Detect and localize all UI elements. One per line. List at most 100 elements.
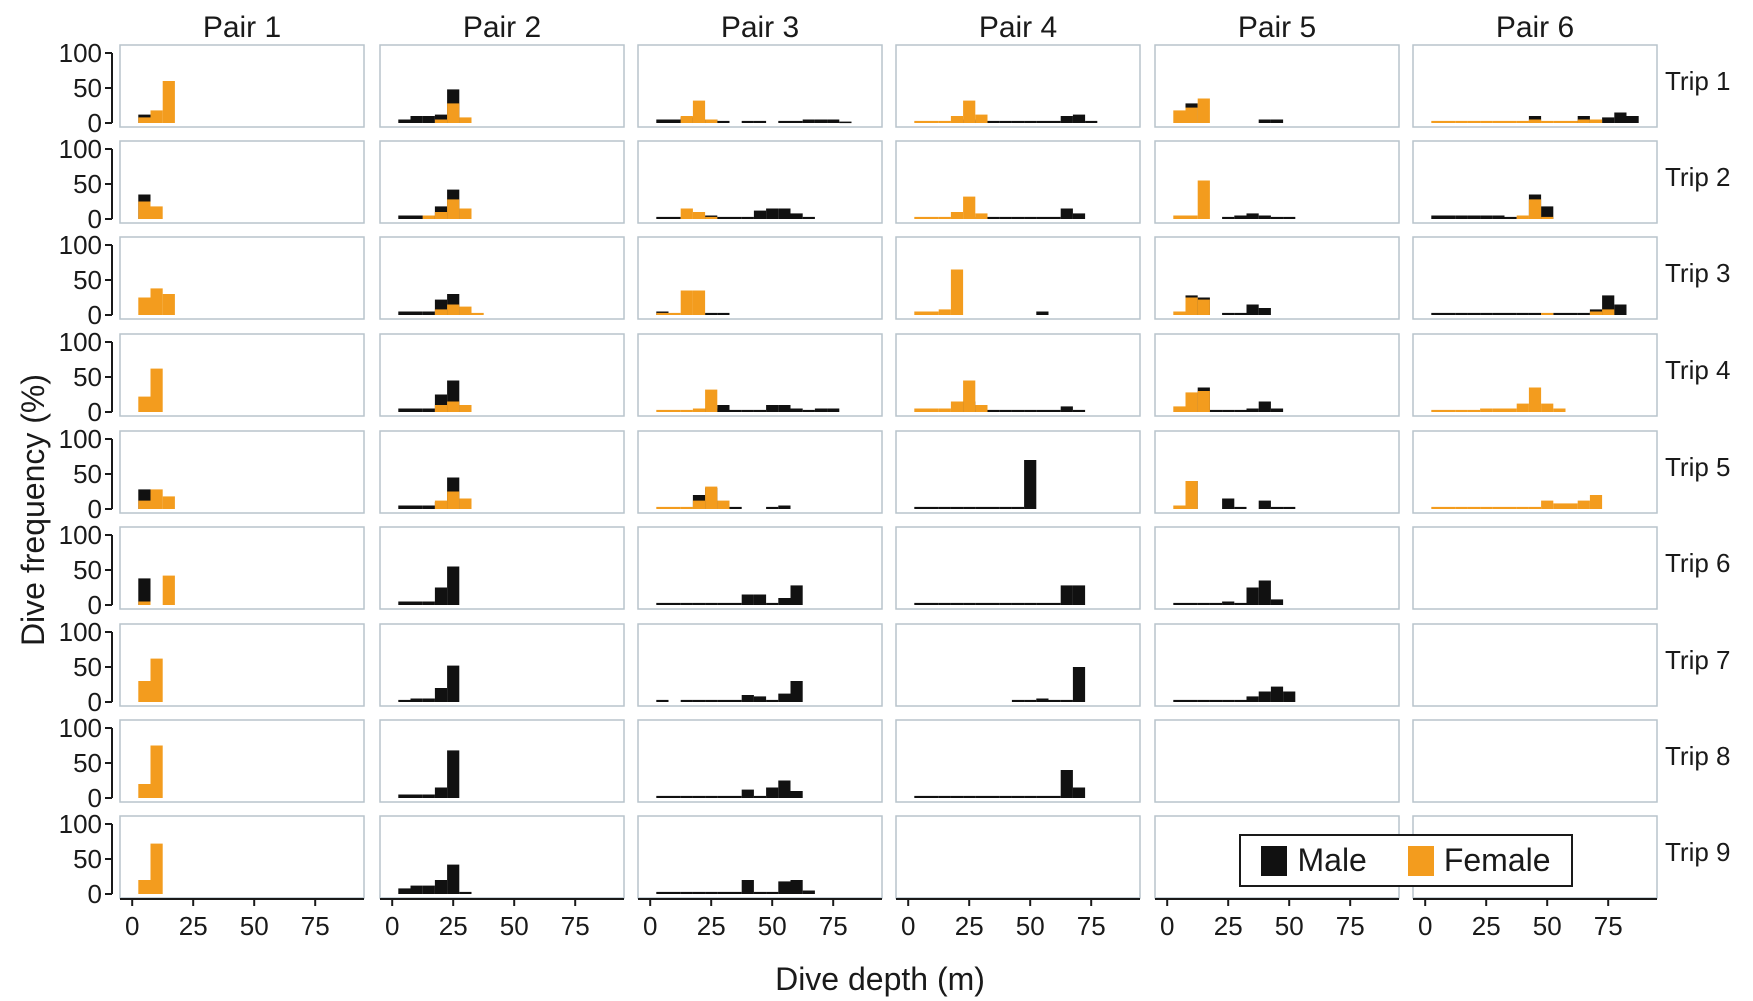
bar-male <box>1011 699 1025 702</box>
bar-female <box>150 489 163 509</box>
bar-male <box>999 409 1012 412</box>
panel-frame <box>637 430 883 514</box>
bar-male <box>668 891 681 894</box>
bar-male <box>1258 215 1271 219</box>
bar-female <box>1443 506 1456 509</box>
bar-male <box>717 120 730 123</box>
bar-male <box>1234 506 1247 509</box>
bar-male <box>1072 213 1086 219</box>
bar-female <box>150 206 163 219</box>
x-tick-label: 0 <box>1160 911 1174 941</box>
bar-male <box>398 794 411 798</box>
bar-male <box>1060 699 1073 702</box>
bar-female <box>1197 299 1210 315</box>
bar-male <box>987 120 1000 123</box>
row-label-7: Trip 7 <box>1665 645 1731 675</box>
bar-male <box>1443 312 1456 315</box>
legend-item-male: Male <box>1261 842 1367 879</box>
panel-frame <box>637 44 883 128</box>
bar-female <box>692 100 706 123</box>
bar-male <box>692 699 706 702</box>
bar-male <box>1455 312 1468 315</box>
bar-male <box>729 891 742 894</box>
bar-male <box>1270 216 1284 219</box>
bar-female <box>705 216 718 219</box>
y-tick-label: 50 <box>73 459 102 489</box>
bar-male <box>778 505 791 509</box>
row-label-1: Trip 1 <box>1665 66 1731 96</box>
bar-female <box>162 294 175 315</box>
bar-female <box>680 290 693 315</box>
panel-frame <box>895 333 1141 417</box>
panel-frame <box>637 236 883 320</box>
bar-male <box>1492 215 1505 219</box>
bar-female <box>705 119 718 123</box>
y-tick-label: 100 <box>59 713 102 743</box>
bar-male <box>1258 119 1271 123</box>
bar-male <box>741 695 754 702</box>
bar-male <box>422 408 435 412</box>
bar-male <box>753 891 767 894</box>
bar-male <box>802 216 815 219</box>
bar-female <box>1492 506 1505 509</box>
bar-male <box>1455 215 1468 219</box>
y-tick-label: 0 <box>88 204 102 234</box>
bar-female <box>914 408 927 412</box>
bar-male <box>1197 699 1210 702</box>
column-header-2: Pair 2 <box>463 11 541 44</box>
row-label-9: Trip 9 <box>1665 837 1731 867</box>
panel-frame <box>379 140 625 224</box>
bar-female <box>1528 199 1542 219</box>
bar-male <box>975 602 988 605</box>
bar-female <box>1528 119 1542 123</box>
bar-female <box>1185 107 1198 123</box>
bar-male <box>1197 602 1210 605</box>
bar-male <box>717 795 730 798</box>
panel-frame <box>637 333 883 417</box>
bar-male <box>1283 216 1296 219</box>
x-tick-label: 75 <box>561 911 590 941</box>
bar-female <box>1480 120 1493 123</box>
panel-frame <box>1154 526 1400 610</box>
bar-male <box>717 891 730 894</box>
panel-frame <box>637 719 883 803</box>
x-tick-label: 25 <box>697 911 726 941</box>
bar-male <box>766 506 779 509</box>
bar-male <box>753 795 767 798</box>
bar-male <box>1222 312 1235 315</box>
bar-male <box>692 891 706 894</box>
bar-male <box>790 120 803 123</box>
bar-male <box>1173 602 1186 605</box>
bar-female <box>150 368 163 412</box>
panel-frame <box>379 44 625 128</box>
bar-male <box>410 311 423 315</box>
bar-male <box>717 312 730 315</box>
bar-female <box>914 216 927 219</box>
bar-female <box>1431 120 1444 123</box>
bar-male <box>926 795 939 798</box>
x-tick-label: 0 <box>125 911 139 941</box>
bar-male <box>1222 216 1235 219</box>
x-tick-label: 75 <box>1594 911 1623 941</box>
bar-male <box>1011 795 1025 798</box>
bar-female <box>1455 409 1468 412</box>
bar-male <box>1060 406 1073 412</box>
bar-male <box>1270 686 1284 702</box>
bar-female <box>1553 503 1566 509</box>
panel-frame <box>895 236 1141 320</box>
bar-female <box>692 500 706 509</box>
bar-male <box>1480 215 1493 219</box>
bar-female <box>656 409 669 412</box>
bar-female <box>150 288 163 315</box>
bar-male <box>1234 215 1247 219</box>
bar-female <box>434 500 448 509</box>
bar-male <box>1048 699 1061 702</box>
bar-male <box>827 119 840 123</box>
bar-male <box>1234 312 1247 315</box>
bar-male <box>1492 312 1505 315</box>
bar-male <box>1431 312 1444 315</box>
y-tick-label: 0 <box>88 300 102 330</box>
bar-female <box>1504 506 1517 509</box>
bar-male <box>398 119 411 123</box>
bar-female <box>926 408 939 412</box>
